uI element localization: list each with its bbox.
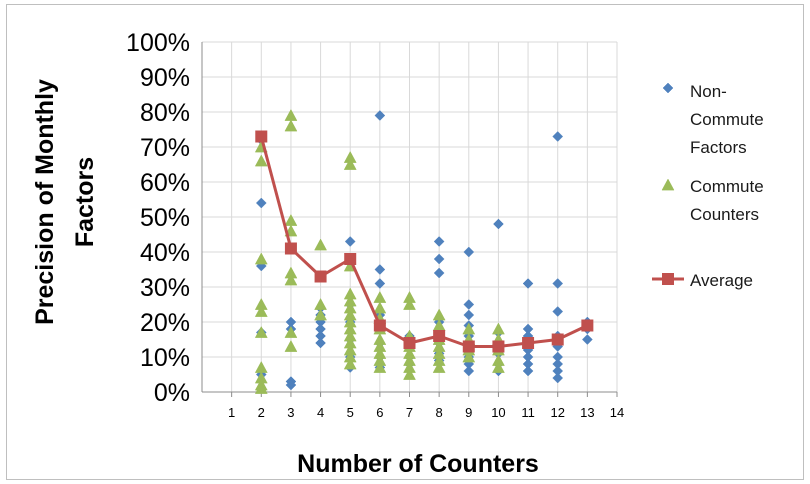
legend-label-average: Average (690, 271, 753, 290)
commute-point (285, 215, 297, 226)
commute-point (433, 309, 445, 320)
y-tick-label: 50% (140, 204, 190, 232)
x-tick-label: 13 (580, 405, 594, 420)
x-tick-label: 2 (258, 405, 265, 420)
non-commute-point (493, 219, 503, 229)
x-tick-label: 10 (491, 405, 505, 420)
y-tick-label: 20% (140, 309, 190, 337)
y-tick-label: 90% (140, 64, 190, 92)
x-tick-label: 7 (406, 405, 413, 420)
commute-point (285, 110, 297, 121)
non-commute-point (256, 198, 266, 208)
x-tick-label: 8 (436, 405, 443, 420)
legend-label-non-commute: Commute (690, 110, 764, 129)
non-commute-point (434, 254, 444, 264)
y-tick-label: 100% (126, 29, 190, 57)
commute-point (255, 362, 267, 373)
y-axis-title-line: Factors (71, 157, 99, 247)
non-commute-point (316, 338, 326, 348)
x-tick-label: 11 (521, 405, 535, 420)
non-commute-point (434, 237, 444, 247)
non-commute-point (464, 247, 474, 257)
non-commute-point (523, 366, 533, 376)
average-point (492, 341, 504, 353)
average-point (581, 320, 593, 332)
non-commute-point (375, 265, 385, 275)
y-tick-label: 70% (140, 134, 190, 162)
y-tick-label: 10% (140, 344, 190, 372)
average-point (463, 341, 475, 353)
non-commute-point (553, 307, 563, 317)
x-tick-label: 1 (228, 405, 235, 420)
y-tick-label: 80% (140, 99, 190, 127)
non-commute-point (553, 373, 563, 383)
non-commute-point (582, 335, 592, 345)
average-line-path (261, 137, 587, 347)
non-commute-point (345, 237, 355, 247)
legend-marker-average (662, 273, 674, 285)
legend-label-non-commute: Factors (690, 138, 747, 157)
x-tick-labels: 1 2 3 4 5 6 7 8 9 10 11 12 13 14 (228, 405, 624, 420)
average-point (404, 337, 416, 349)
commute-point (255, 253, 267, 264)
y-tick-label: 40% (140, 239, 190, 267)
non-commute-point (464, 310, 474, 320)
commute-point (374, 292, 386, 303)
legend-label-commute: Counters (690, 205, 759, 224)
x-tick-label: 4 (317, 405, 324, 420)
non-commute-point (434, 268, 444, 278)
x-axis-title: Number of Counters (297, 450, 539, 478)
y-tick-label: 60% (140, 169, 190, 197)
average-point (315, 271, 327, 283)
legend-label-non-commute: Non- (690, 82, 727, 101)
y-tick-label: 30% (140, 274, 190, 302)
x-tick-label: 6 (376, 405, 383, 420)
legend-label-commute: Commute (690, 177, 764, 196)
commute-point (285, 341, 297, 352)
x-tick-label: 12 (550, 405, 564, 420)
commute-point (374, 302, 386, 313)
commute-point (315, 239, 327, 250)
average-point (255, 131, 267, 143)
commute-point (315, 299, 327, 310)
legend-marker-non-commute (663, 83, 673, 93)
non-commute-point (553, 132, 563, 142)
commute-point (492, 323, 504, 334)
non-commute-point (464, 300, 474, 310)
legend: Non- Commute Factors Commute Counters Average (652, 82, 764, 290)
average-point (433, 330, 445, 342)
average-point (374, 320, 386, 332)
legend-marker-commute (662, 179, 674, 190)
average-point (285, 243, 297, 255)
non-commute-point (464, 366, 474, 376)
y-tick-label: 0% (154, 379, 190, 407)
x-tick-label: 9 (465, 405, 472, 420)
x-tick-label: 3 (287, 405, 294, 420)
average-point (522, 337, 534, 349)
average-point (344, 253, 356, 265)
y-axis-title: Precision of Monthly Factors (31, 79, 99, 325)
x-tick-label: 14 (610, 405, 624, 420)
y-tick-labels: 0% 10% 20% 30% 40% 50% 60% 70% 80% 90% 100% (126, 29, 190, 407)
x-tick-label: 5 (347, 405, 354, 420)
y-axis-title-line: Precision of Monthly (31, 79, 59, 325)
commute-point (285, 120, 297, 131)
average-line (255, 131, 593, 353)
axis-titles: Number of Counters Precision of Monthly Fa… (31, 79, 539, 478)
average-point (552, 334, 564, 346)
